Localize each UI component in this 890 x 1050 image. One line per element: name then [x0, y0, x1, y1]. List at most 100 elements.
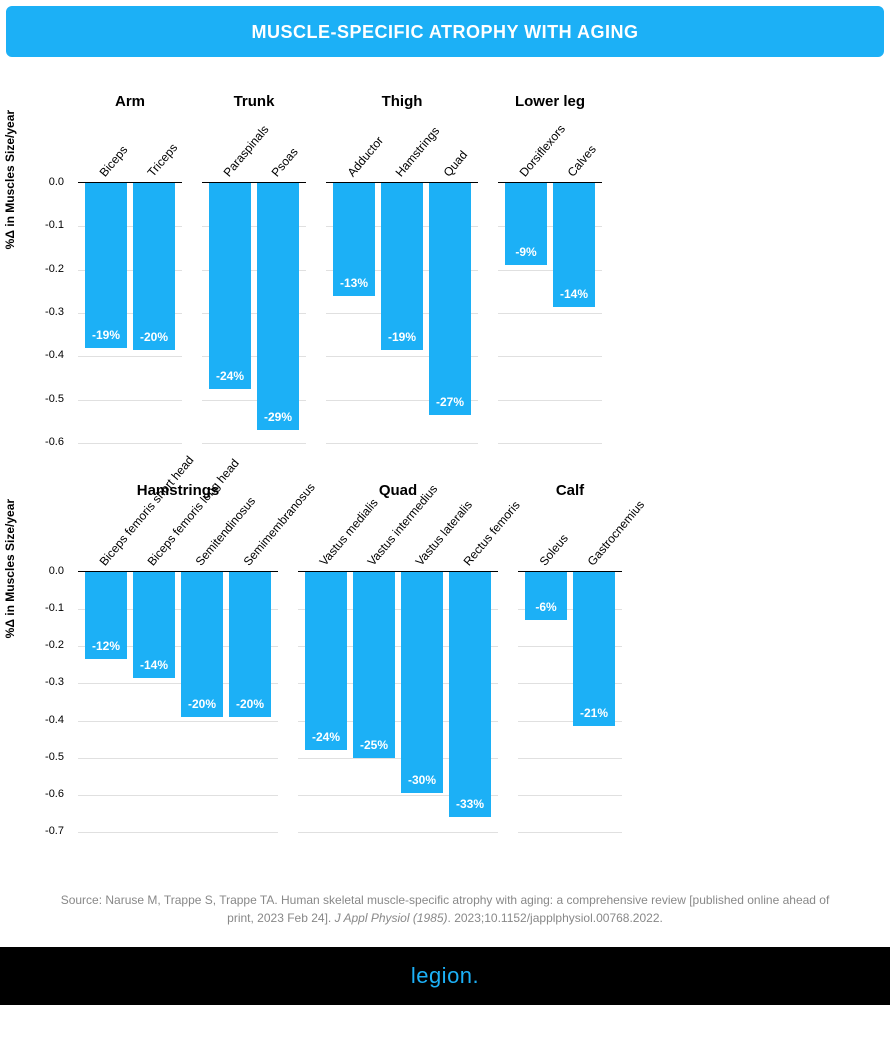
bar-rect: -27%: [429, 183, 471, 415]
bar-rect: -20%: [133, 183, 175, 350]
bar-category-label: Calves: [563, 142, 599, 181]
bar-rect: -12%: [85, 572, 127, 659]
bar-rect: -13%: [333, 183, 375, 296]
chart-group: CalfSoleus-6%Gastrocnemius-21%: [518, 482, 622, 831]
y-axis: %Δ in Muscles Size/year0.0-0.1-0.2-0.3-0…: [20, 571, 68, 831]
y-tick: -0.6: [45, 788, 64, 800]
bar-value-label: -20%: [188, 697, 216, 711]
bar-value-label: -12%: [92, 639, 120, 653]
bar-category-label: Biceps: [95, 143, 130, 181]
source-text-post: . 2023;10.1152/japplphysiol.00768.2022.: [448, 911, 663, 925]
bar-category-label: Biceps femoris short head: [95, 453, 196, 570]
y-tick: 0.0: [49, 176, 64, 188]
bar-category-label: Dorsiflexors: [515, 122, 568, 181]
header-banner: MUSCLE-SPECIFIC ATROPHY WITH AGING: [6, 6, 884, 57]
bars-container: Soleus-6%Gastrocnemius-21%: [518, 572, 622, 831]
chart-row-1: %Δ in Muscles Size/year0.0-0.1-0.2-0.3-0…: [20, 93, 870, 442]
bar: Psoas-29%: [257, 183, 299, 430]
bar: Vastus intermedius-25%: [353, 572, 395, 758]
bar: Biceps femoris long head-14%: [133, 572, 175, 678]
bar-value-label: -27%: [436, 395, 464, 409]
y-ticks: 0.0-0.1-0.2-0.3-0.4-0.5-0.6: [30, 182, 68, 442]
bar-value-label: -19%: [92, 328, 120, 342]
gridline: [518, 832, 622, 833]
bars-container: Adductor-13%Hamstrings-19%Quad-27%: [326, 183, 478, 442]
bar: Soleus-6%: [525, 572, 567, 620]
y-tick: -0.4: [45, 349, 64, 361]
bar-rect: -29%: [257, 183, 299, 430]
y-tick: -0.6: [45, 436, 64, 448]
bar-category-label: Triceps: [143, 141, 180, 181]
plot-area: Dorsiflexors-9%Calves-14%: [498, 182, 602, 442]
bar: Rectus femoris-33%: [449, 572, 491, 817]
y-tick: -0.3: [45, 676, 64, 688]
y-tick: -0.4: [45, 714, 64, 726]
gridline: [298, 832, 498, 833]
plot-area: Paraspinals-24%Psoas-29%: [202, 182, 306, 442]
bar-value-label: -14%: [560, 287, 588, 301]
gridline: [202, 443, 306, 444]
bar-category-label: Adductor: [343, 134, 386, 181]
charts-area: %Δ in Muscles Size/year 0.0 -0.1 -0.2 -0.3 -0…: [0, 63, 890, 881]
gridline: [78, 832, 278, 833]
bar: Paraspinals-24%: [209, 183, 251, 389]
bar: Hamstrings-19%: [381, 183, 423, 350]
bar: Triceps-20%: [133, 183, 175, 350]
bar-category-label: Soleus: [535, 531, 571, 570]
bar: Semitendinosus-20%: [181, 572, 223, 717]
bar-value-label: -6%: [535, 600, 556, 614]
bar: Dorsiflexors-9%: [505, 183, 547, 265]
plot-area: Adductor-13%Hamstrings-19%Quad-27%: [326, 182, 478, 442]
y-tick: -0.7: [45, 825, 64, 837]
bar-rect: -19%: [85, 183, 127, 348]
bar-rect: -25%: [353, 572, 395, 758]
chart-group: TrunkParaspinals-24%Psoas-29%: [202, 93, 306, 442]
source-citation: Source: Naruse M, Trappe S, Trappe TA. H…: [0, 881, 890, 947]
bar: Biceps femoris short head-12%: [85, 572, 127, 659]
chart-group: ArmBiceps-19%Triceps-20%: [78, 93, 182, 442]
y-tick: -0.5: [45, 393, 64, 405]
infographic-container: MUSCLE-SPECIFIC ATROPHY WITH AGING %Δ in…: [0, 6, 890, 1005]
footer-bar: legion.: [0, 947, 890, 1005]
bar-category-label: Biceps femoris long head: [143, 456, 242, 570]
bar-rect: -30%: [401, 572, 443, 793]
y-tick: -0.3: [45, 306, 64, 318]
bar-rect: -24%: [209, 183, 251, 389]
y-tick: -0.1: [45, 219, 64, 231]
chart-group: HamstringsBiceps femoris short head-12%B…: [78, 482, 278, 831]
bars-container: Vastus medialis-24%Vastus intermedius-25…: [298, 572, 498, 831]
gridline: [326, 443, 478, 444]
bar: Semimembranosus-20%: [229, 572, 271, 717]
y-axis-label: %Δ in Muscles Size/year: [3, 110, 17, 249]
group-title: Thigh: [382, 93, 423, 110]
bars-container: Dorsiflexors-9%Calves-14%: [498, 183, 602, 442]
bar-rect: -9%: [505, 183, 547, 265]
bars-container: Biceps femoris short head-12%Biceps femo…: [78, 572, 278, 831]
y-tick: -0.2: [45, 263, 64, 275]
bar-value-label: -9%: [515, 245, 536, 259]
bar: Adductor-13%: [333, 183, 375, 296]
bar-category-label: Psoas: [267, 145, 300, 181]
plot-area: Biceps femoris short head-12%Biceps femo…: [78, 571, 278, 831]
gridline: [78, 443, 182, 444]
bar-rect: -20%: [229, 572, 271, 717]
bar-value-label: -20%: [140, 330, 168, 344]
bar-value-label: -30%: [408, 773, 436, 787]
y-tick: 0.0: [49, 565, 64, 577]
plot-area: Biceps-19%Triceps-20%: [78, 182, 182, 442]
bar: Gastrocnemius-21%: [573, 572, 615, 726]
bars-container: Paraspinals-24%Psoas-29%: [202, 183, 306, 442]
bar-value-label: -14%: [140, 658, 168, 672]
bar-rect: -14%: [553, 183, 595, 307]
bar-category-label: Paraspinals: [219, 122, 271, 181]
bar-category-label: Quad: [439, 148, 470, 181]
chart-group: QuadVastus medialis-24%Vastus intermediu…: [298, 482, 498, 831]
bar: Calves-14%: [553, 183, 595, 307]
bar-value-label: -24%: [216, 369, 244, 383]
source-journal: J Appl Physiol (1985): [335, 911, 448, 925]
y-ticks: 0.0-0.1-0.2-0.3-0.4-0.5-0.6-0.7: [30, 571, 68, 831]
bar-rect: -21%: [573, 572, 615, 726]
bar-category-label: Gastrocnemius: [583, 498, 647, 570]
bar-rect: -14%: [133, 572, 175, 678]
group-title: Arm: [115, 93, 145, 110]
